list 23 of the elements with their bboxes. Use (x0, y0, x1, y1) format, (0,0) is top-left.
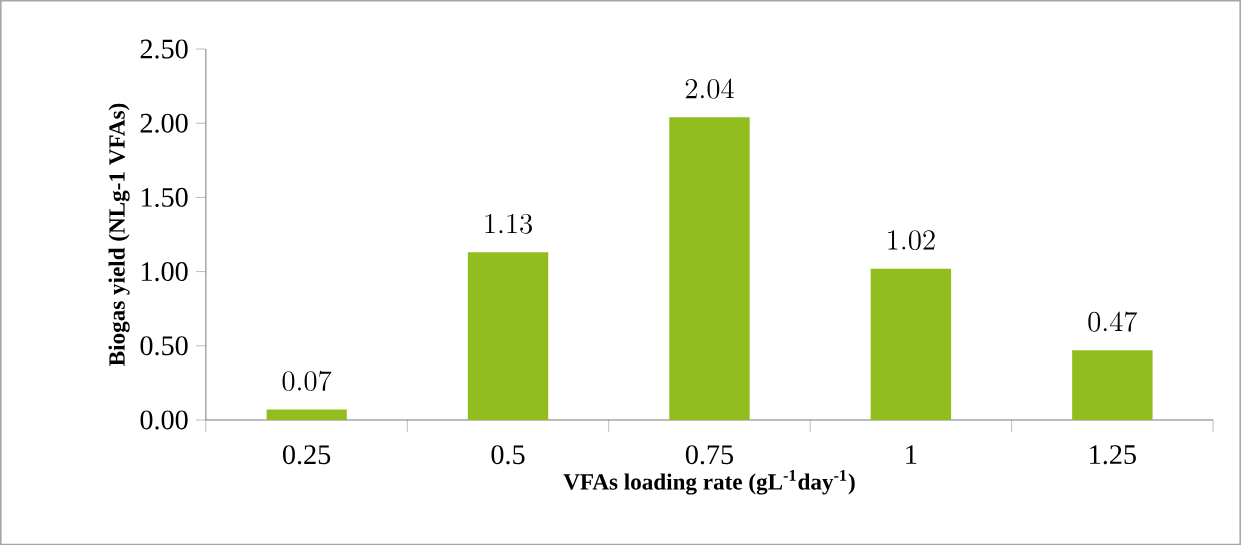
x-tick-label: 0.25 (283, 444, 331, 465)
data-label: 0.47 (1088, 311, 1138, 332)
x-tick-label: 0.75 (685, 444, 734, 465)
x-axis-title: VFAs loading rate (gL$^{-1}$day$^{-1}$) (563, 469, 855, 495)
data-label: 1 .02 (888, 230, 935, 250)
data-label: 0.07 (282, 370, 332, 391)
x-tick-label: 1.25 (1090, 444, 1136, 465)
bar (1072, 350, 1153, 420)
y-axis-title: Biogas yield (NLg-1 VFAs) (108, 103, 130, 366)
bar (467, 252, 549, 420)
data-label: 2.04 (685, 78, 734, 99)
bar (266, 409, 347, 420)
x-tick-label: 0.5 (491, 444, 525, 465)
y-tick-label: 0.00 (140, 410, 188, 430)
data-label: 1 . 13 (485, 213, 532, 234)
x-tick-label: 1 (906, 444, 917, 464)
bar (870, 268, 952, 420)
y-tick-label: 2.00 (140, 113, 188, 133)
bar (669, 117, 750, 420)
y-tick-label: 1.00 (141, 261, 188, 281)
y-tick-label: 0.50 (140, 336, 188, 356)
y-tick-label: 1.50 (141, 187, 188, 207)
y-tick-label: 2.50 (140, 39, 188, 59)
